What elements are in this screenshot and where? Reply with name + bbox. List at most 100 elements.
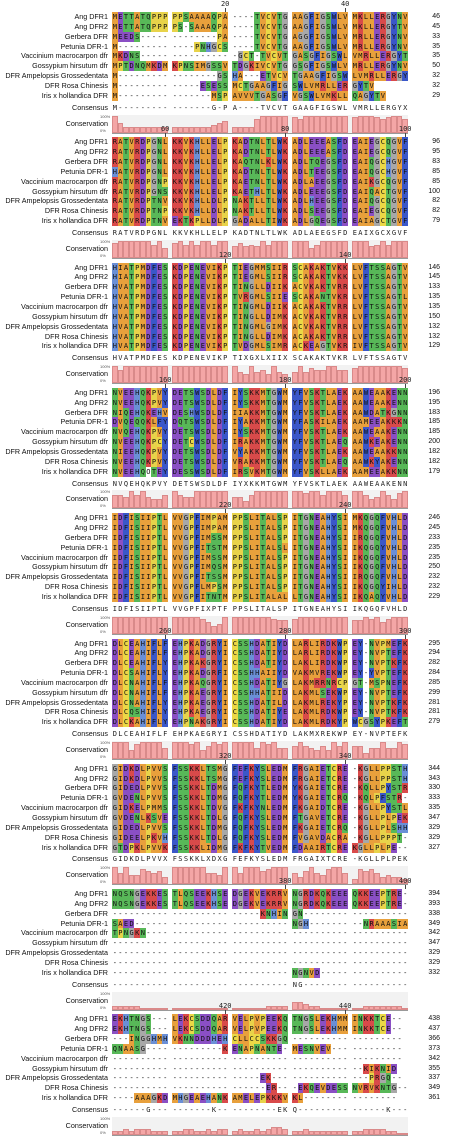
residue-count: 35 xyxy=(418,42,440,52)
residue-cell: D xyxy=(402,533,408,543)
residue-cell: P xyxy=(222,137,228,147)
sequence-row: Gossypium hirsutum dfr D L C N A H I F L F E H P K A E G R… xyxy=(0,688,455,698)
residue-cell: K xyxy=(342,388,348,398)
residue-cell: P xyxy=(222,332,228,342)
residue-cell: V xyxy=(402,322,408,332)
residue-cell: F xyxy=(402,167,408,177)
residue-cell: L xyxy=(162,523,168,533)
ruler-position-label: 400 xyxy=(399,877,412,885)
residue-cell: - xyxy=(402,958,408,968)
residue-cell: P xyxy=(342,729,348,739)
residue-cell: I xyxy=(342,572,348,582)
residue-cell: - xyxy=(342,1054,348,1064)
residue-cell: K xyxy=(402,688,408,698)
residue-cell: E xyxy=(342,854,348,864)
sequence-row: Ang DFR2 M E T T A T Q P P P P S - S A A A Q P A - - - - T V C V T G A A… xyxy=(0,22,455,32)
residue-cell: L xyxy=(162,543,168,553)
ruler-position-label: 320 xyxy=(219,752,232,760)
sequence-row: Ang DFR1 M E T T A T Q P P P P P S A A A A Q P A - - - - T V C V T G A A… xyxy=(0,12,455,22)
position-ruler: 320 340 xyxy=(0,752,455,764)
residue-cell: S xyxy=(162,272,168,282)
consensus-row: Consensus I D F I S I I P T L V V G P F I X P T F P P S L I T A L S P I… xyxy=(0,604,455,614)
species-name: DFR Ampelopsis Grossedentata xyxy=(0,698,108,708)
ruler-position-label: 300 xyxy=(399,627,412,635)
residue-cell: - xyxy=(162,919,168,929)
residue-count: 135 xyxy=(418,292,440,302)
species-name: Gossypium hirsutum dfr xyxy=(0,312,108,322)
species-name: DFR Rosa Chinesis xyxy=(0,833,108,843)
species-name: Gerbera DFR xyxy=(0,783,108,793)
residue-cell: L xyxy=(402,803,408,813)
position-ruler: 420 440 xyxy=(0,1002,455,1014)
species-name: DFR Ampelopsis Grossedentata xyxy=(0,447,108,457)
sequence-row: DFR Ampelopsis Grossedentata G I D E D L P V V S F S… xyxy=(0,823,455,833)
residue-cell: P xyxy=(222,196,228,206)
residue-cell: Y xyxy=(162,698,168,708)
species-name: Petunia DFR-1 xyxy=(0,668,108,678)
residue-cell: R xyxy=(222,1014,228,1024)
residue-cell: L xyxy=(162,228,168,238)
sequence-row: Gossypium hirsutum dfr - - - - - - - - - - - - - - - - - -… xyxy=(0,1064,455,1074)
species-name: Ang DFR1 xyxy=(0,137,108,147)
consensus-label: Consensus xyxy=(0,353,108,363)
species-name: Iris x hollandica DFR xyxy=(0,341,108,351)
residue-cell: - xyxy=(282,1044,288,1054)
sequence-row: Iris x hollandica DFR - - - - - - - - - - - - - - - - - - -… xyxy=(0,968,455,978)
sequence-row: Ang DFR2 I D F I S I I P T L V V G P F I M P A M P P S L I T A L S P I T… xyxy=(0,523,455,533)
residue-cell: - xyxy=(162,938,168,948)
residue-cell: K xyxy=(402,698,408,708)
residue-cell: P xyxy=(282,523,288,533)
residue-cell: I xyxy=(222,648,228,658)
residue-cell: K xyxy=(402,813,408,823)
sequence-row: Ang DFR1 D L C E A H I F L F E H P K A D G R Y I C S S H D A T I Y D L A… xyxy=(0,639,455,649)
residue-cell: V xyxy=(402,312,408,322)
residue-cell: F xyxy=(162,688,168,698)
residue-cell: P xyxy=(342,668,348,678)
residue-count: 133 xyxy=(418,282,440,292)
residue-cell: H xyxy=(402,764,408,774)
residue-cell: L xyxy=(282,592,288,602)
residue-count: 438 xyxy=(418,1014,440,1024)
residue-cell: K xyxy=(282,167,288,177)
position-ruler: 260 280 300 xyxy=(0,627,455,639)
species-name: Gossypium hirsutum dfr xyxy=(0,437,108,447)
residue-cell: V xyxy=(222,61,228,71)
pct-100-label: 100% xyxy=(100,615,110,620)
residue-cell: - xyxy=(162,103,168,113)
residue-count: 229 xyxy=(418,592,440,602)
species-name: Iris x hollandica DFR xyxy=(0,968,108,978)
residue-cell: M xyxy=(282,427,288,437)
residue-cell: H xyxy=(162,1034,168,1044)
residue-cell: D xyxy=(282,717,288,727)
species-name: DFR Rosa Chinesis xyxy=(0,332,108,342)
species-name: Iris x hollandica DFR xyxy=(0,592,108,602)
residue-count: 333 xyxy=(418,793,440,803)
residue-cell: P xyxy=(342,678,348,688)
residue-cell: M xyxy=(282,783,288,793)
residue-cell: V xyxy=(402,263,408,273)
residue-cell: - xyxy=(162,958,168,968)
residue-cell: D xyxy=(282,698,288,708)
sequence-row: Ang DFR2 E K H T N G S - - - L E K C S D D Q A R V E L P V P E E K Q T N… xyxy=(0,1024,455,1034)
residue-cell: - xyxy=(342,938,348,948)
residue-count: 132 xyxy=(418,322,440,332)
residue-cell: V xyxy=(402,353,408,363)
residue-cell: S xyxy=(162,322,168,332)
residue-count: 335 xyxy=(418,803,440,813)
residue-cell: Q xyxy=(342,823,348,833)
residue-cell: V xyxy=(402,22,408,32)
residue-cell: L xyxy=(162,592,168,602)
residue-cell: M xyxy=(222,513,228,523)
residue-cell: - xyxy=(222,909,228,919)
residue-cell: G xyxy=(222,833,228,843)
residue-cell: F xyxy=(402,137,408,147)
residue-cell: P xyxy=(222,292,228,302)
residue-cell: E xyxy=(282,707,288,717)
residue-count: 182 xyxy=(418,457,440,467)
consensus-label: Consensus xyxy=(0,854,108,864)
residue-cell: L xyxy=(162,533,168,543)
residue-cell: H xyxy=(402,774,408,784)
residue-cell: P xyxy=(222,216,228,226)
residue-cell: E xyxy=(162,813,168,823)
residue-cell: K xyxy=(402,729,408,739)
